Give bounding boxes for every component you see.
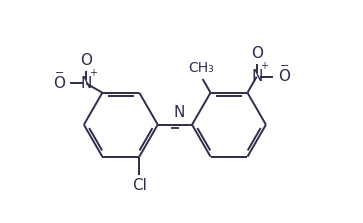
- Text: −: −: [280, 61, 289, 71]
- Text: CH₃: CH₃: [188, 61, 214, 75]
- Text: N: N: [174, 105, 185, 120]
- Text: O: O: [53, 76, 65, 91]
- Text: N: N: [81, 76, 92, 91]
- Text: O: O: [251, 46, 263, 61]
- Text: N: N: [251, 69, 262, 84]
- Text: +: +: [260, 61, 268, 71]
- Text: O: O: [80, 53, 92, 68]
- Text: +: +: [90, 68, 98, 78]
- Text: Cl: Cl: [132, 178, 147, 193]
- Text: O: O: [278, 69, 290, 84]
- Text: −: −: [54, 68, 64, 78]
